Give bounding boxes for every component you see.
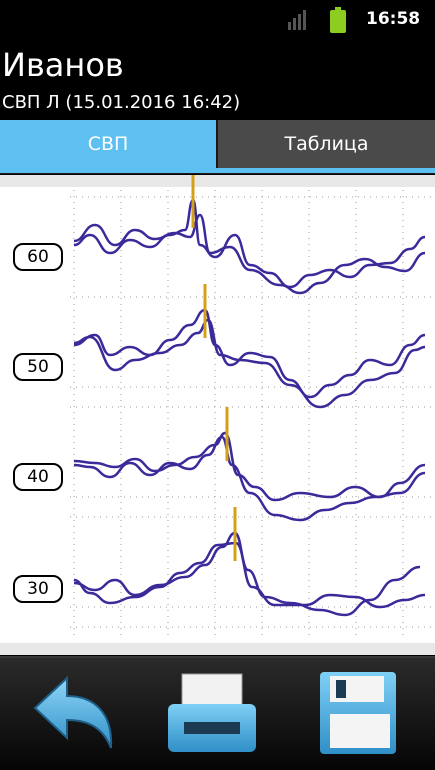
status-bar: 16:58 — [0, 0, 435, 38]
tab-underline — [0, 168, 435, 173]
trace-label-30: 30 — [13, 575, 63, 603]
waveform-60-a — [73, 198, 426, 289]
trace-label-60: 60 — [13, 243, 63, 271]
waveform-50-a — [73, 308, 426, 399]
waveform-40-a — [73, 431, 426, 502]
waveform-50-b — [73, 318, 426, 409]
waveform-60-b — [73, 213, 426, 295]
bottom-toolbar — [0, 656, 435, 770]
clock: 16:58 — [366, 9, 421, 29]
signal-icon — [288, 10, 306, 30]
waveform-30-b — [73, 541, 426, 609]
patient-name: Иванов — [2, 46, 124, 84]
back-icon[interactable] — [25, 666, 125, 762]
print-icon[interactable] — [162, 666, 262, 762]
traces-svg — [0, 175, 435, 655]
record-subtitle: СВП Л (15.01.2016 16:42) — [2, 92, 241, 113]
battery-icon — [330, 7, 346, 33]
save-icon[interactable] — [312, 666, 412, 762]
header: Иванов СВП Л (15.01.2016 16:42) — [0, 38, 435, 120]
tab-table[interactable]: Таблица — [218, 120, 435, 168]
trace-label-50: 50 — [13, 353, 63, 381]
vep-traces-panel: 60 50 40 30 — [0, 175, 435, 655]
trace-label-40: 40 — [13, 463, 63, 491]
tab-svp[interactable]: СВП — [0, 120, 216, 168]
waveform-40-b — [73, 435, 426, 522]
tab-bar: СВП Таблица — [0, 120, 435, 174]
